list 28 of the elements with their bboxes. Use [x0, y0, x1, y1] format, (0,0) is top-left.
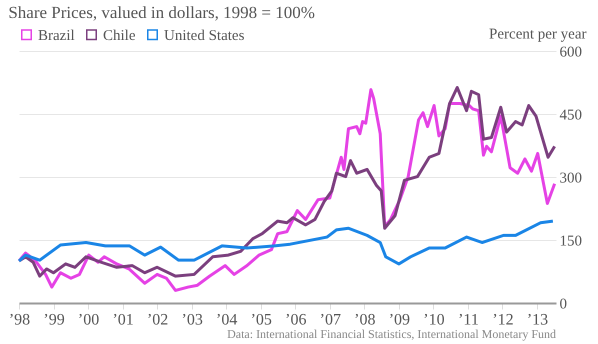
- x-tick-label: ’01: [112, 312, 134, 328]
- x-tick-label: ’99: [43, 312, 65, 328]
- y-tick-label: 600: [560, 44, 582, 60]
- x-tick-label: ’02: [146, 312, 168, 328]
- x-tick-label: ’98: [8, 312, 30, 328]
- x-tick-label: ’10: [423, 312, 445, 328]
- x-tick-label: ’04: [216, 312, 238, 328]
- x-tick-label: ’00: [78, 312, 100, 328]
- legend-label: United States: [164, 28, 245, 44]
- y-tick-label: 150: [560, 234, 582, 250]
- y-tick-label: 0: [560, 296, 567, 312]
- x-tick-label: ’11: [458, 312, 479, 328]
- x-tick-label: ’12: [492, 312, 514, 328]
- x-tick-label: ’08: [354, 312, 376, 328]
- legend-label: Brazil: [38, 28, 75, 44]
- x-tick-label: ’05: [250, 312, 272, 328]
- y-tick-label: 450: [560, 108, 582, 124]
- chart-title: Share Prices, valued in dollars, 1998 = 100%: [8, 3, 315, 22]
- x-tick-label: ’07: [320, 312, 341, 328]
- legend-label: Chile: [103, 28, 136, 44]
- text: Data: International Financial Statistics, International Monetary Fund: [227, 327, 556, 341]
- x-tick-label: ’13: [526, 312, 548, 328]
- y-tick-label: 300: [560, 170, 582, 186]
- x-tick-label: ’06: [285, 312, 306, 328]
- x-tick-label: ’03: [182, 312, 203, 328]
- x-tick-label: ’09: [388, 312, 410, 328]
- line-series: [18, 220, 554, 266]
- y-axis-title: Percent per year: [489, 26, 586, 42]
